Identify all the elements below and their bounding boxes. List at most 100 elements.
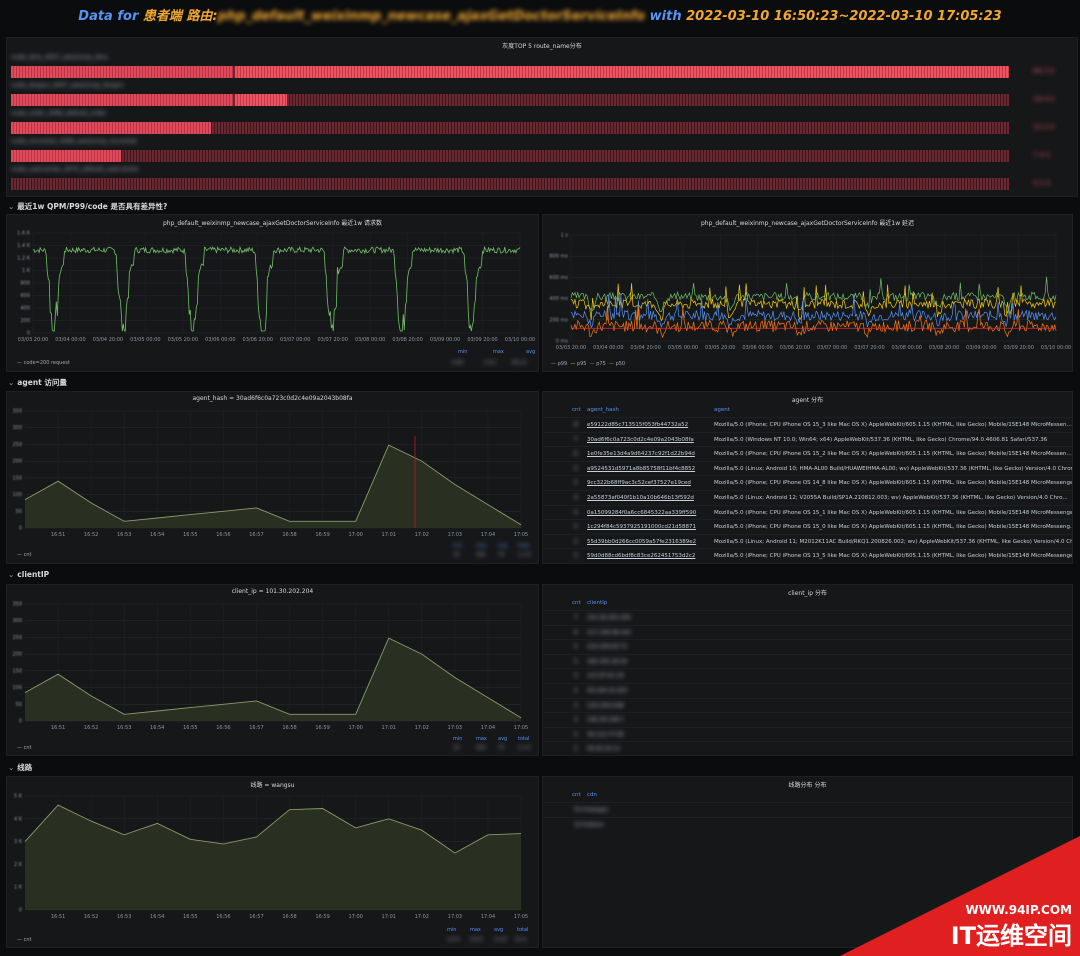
bar-fill: [11, 150, 121, 162]
table-row[interactable]: 3 106.39.148.7: [543, 712, 1072, 727]
stat-head[interactable]: max: [476, 543, 487, 549]
table-row[interactable]: 5 223.104.63.71: [543, 639, 1072, 654]
line-graph[interactable]: 5 K 4 K 3 K 2 K 1 K 0 16:51 16:52 16:53 16:54 16:5…: [7, 777, 540, 949]
cell-agent-hash[interactable]: 30ad6f6c0a723c0d2c4e09a2043b08fa: [587, 436, 694, 443]
stat-head[interactable]: min: [458, 349, 468, 355]
col-header-agent[interactable]: agent: [714, 407, 730, 413]
qpm-graph[interactable]: 1.6 K 1.4 K 1.2 K 1 K 800 600 400 200 003/03 20:…: [7, 215, 540, 373]
cell-agent-hash[interactable]: 9cc322b68ff9ac3c52cef37527e19ced: [587, 480, 691, 487]
col-header-clientip[interactable]: clientIp: [587, 600, 608, 606]
x-tick-label: 03/10 00:00: [505, 337, 535, 343]
series-line[interactable]: [24, 637, 522, 719]
row-header-qpm[interactable]: ⌄ 最近1w QPM/P99/code 是否具有差异性?: [8, 201, 167, 213]
table-row[interactable]: 6 1e0fe35e13d4a9d64237c92f1d22b94d Mozilla…: [543, 446, 1072, 461]
row-header-line[interactable]: ⌄ 线路: [8, 762, 32, 774]
table-row[interactable]: 5 a9524531d5971a8b85758f11bf4c8852 Mozilla…: [543, 460, 1072, 476]
x-tick-label: 03/04 20:00: [630, 345, 660, 351]
cell-agent-hash[interactable]: a9524531d5971a8b85758f11bf4c8852: [587, 465, 696, 472]
col-header-cdn[interactable]: cdn: [587, 792, 598, 798]
table-row[interactable]: 8 e59122d85c713515f053fb44732a52 Mozilla/5…: [543, 417, 1072, 432]
cell-agent-hash[interactable]: e59122d85c713515f053fb44732a52: [587, 422, 689, 428]
cell-agent-hash[interactable]: 0a15099284f0a6cc6845322aa339ff590: [587, 509, 697, 516]
stat-head[interactable]: max: [470, 927, 481, 933]
cell-agent-hash[interactable]: 55d39bb0d266cc0059a57fe2316389e2: [587, 538, 697, 545]
bar-track[interactable]: [11, 178, 1009, 190]
stat-head[interactable]: min: [453, 736, 463, 742]
series-line[interactable]: [24, 804, 522, 854]
panel-title: client_ip 分布: [788, 590, 827, 597]
stat-head[interactable]: max: [493, 349, 504, 355]
table-row[interactable]: 6 117.136.38.142: [543, 624, 1072, 640]
col-header-agent-hash[interactable]: agent_hash: [587, 407, 619, 413]
table-row[interactable]: 5 9cc322b68ff9ac3c52cef37527e19ced Mozilla…: [543, 475, 1072, 490]
table-row[interactable]: 4 39.144.10.203: [543, 683, 1072, 698]
stat-head[interactable]: avg: [494, 927, 504, 933]
table-row[interactable]: 5 183.192.18.26: [543, 653, 1072, 669]
stat-head[interactable]: max: [476, 736, 487, 742]
stat-head[interactable]: min: [447, 927, 457, 933]
table-row[interactable]: 3 55d39bb0d266cc0059a57fe2316389e2 Mozilla…: [543, 533, 1072, 549]
cell-agent-hash[interactable]: 2a55873af040f1b10a10b646b13f592d: [587, 495, 694, 501]
legend-item[interactable]: — p50: [608, 361, 626, 367]
row-header-agent[interactable]: ⌄ agent 访问量: [8, 377, 67, 389]
table-row[interactable]: 7 101.30.202.204: [543, 610, 1072, 625]
legend-item[interactable]: — p95: [570, 361, 587, 367]
stat-head[interactable]: total: [518, 736, 530, 742]
stat-head[interactable]: total: [517, 927, 529, 933]
bar-track[interactable]: [11, 66, 1009, 78]
cell-agent-hash[interactable]: 59d0d88cd6bdf8c83ce262451753d2c2: [587, 553, 696, 560]
series-line-p95[interactable]: [570, 283, 1057, 322]
table-row[interactable]: 3 120.230.9.88: [543, 697, 1072, 713]
cell-agent-hash[interactable]: 1e0fe35e13d4a9d64237c92f1d22b94d: [587, 451, 695, 458]
table-row[interactable]: 3 59d0d88cd6bdf8c83ce262451753d2c2 Mozilla…: [543, 548, 1072, 563]
col-header-cnt[interactable]: cnt: [572, 600, 581, 606]
legend-item[interactable]: — p75: [589, 361, 606, 367]
stat-head[interactable]: total: [518, 543, 530, 549]
series-line[interactable]: [24, 444, 522, 526]
table-row[interactable]: 7 30ad6f6c0a723c0d2c4e09a2043b08fa Mozilla…: [543, 431, 1072, 447]
legend-item[interactable]: — p99: [551, 361, 568, 367]
table-row[interactable]: 4 2a55873af040f1b10a10b646b13f592d Mozilla…: [543, 490, 1072, 505]
x-tick-label: 03/06 00:00: [205, 337, 235, 343]
x-tick-label: 03/08 00:00: [355, 337, 385, 343]
cell-cnt: 3: [574, 553, 578, 560]
cell-clientip: 106.39.148.7: [587, 717, 624, 724]
series-line-p75[interactable]: [570, 294, 1057, 329]
series-line[interactable]: [32, 245, 521, 332]
table-row[interactable]: 2 59.42.10.11: [543, 741, 1072, 755]
cell-clientip: 223.104.63.71: [587, 644, 628, 651]
stat-head[interactable]: min: [453, 543, 463, 549]
table-row[interactable]: 3 1c294f84c5937925191000cd21d58871 Mozilla…: [543, 519, 1072, 534]
cell-agent: Mozilla/5.0 (iPhone; CPU iPhone OS 14_8 …: [714, 480, 1072, 487]
legend-item[interactable]: — code=200 request: [17, 360, 70, 366]
legend-item[interactable]: — cnt: [17, 552, 32, 558]
ip-graph[interactable]: 350 300 250 200 150 100 50 0 16:51 16:52 16:53 16:5…: [7, 585, 540, 757]
stat-head[interactable]: avg: [498, 736, 508, 742]
y-tick-label: 1 K: [14, 885, 23, 891]
bar-track[interactable]: [11, 150, 1009, 162]
bar-track[interactable]: [11, 94, 1009, 106]
table-row[interactable]: 3 36.112.77.56: [543, 726, 1072, 742]
cell-agent-hash[interactable]: 1c294f84c5937925191000cd21d58871: [587, 524, 696, 531]
stat-head[interactable]: avg: [498, 543, 508, 549]
legend-item[interactable]: — cnt: [17, 937, 32, 943]
legend-item[interactable]: — cnt: [17, 745, 32, 751]
series-line-p50[interactable]: [570, 306, 1057, 339]
col-header-cnt[interactable]: cnt: [572, 407, 581, 413]
table-row[interactable]: 4 0a15099284f0a6cc6845322aa339ff590 Mozill…: [543, 504, 1072, 520]
agent-graph[interactable]: 350 300 250 200 150 100 50 0 16:51 16:52 16:53 16:5…: [7, 392, 540, 565]
x-tick-label: 03/03 20:00: [18, 337, 48, 343]
y-tick-label: 250: [12, 442, 22, 448]
y-tick-label: 50: [16, 509, 22, 515]
series-line-p99[interactable]: [570, 276, 1057, 314]
bar-track[interactable]: [11, 122, 1009, 134]
x-tick-label: 17:03: [448, 532, 462, 538]
x-tick-label: 16:53: [117, 532, 131, 538]
table-row[interactable]: 4 112.97.61.19: [543, 668, 1072, 683]
col-header-cnt[interactable]: cnt: [572, 792, 581, 798]
row-header-clientip[interactable]: ⌄ clientIP: [8, 570, 49, 582]
stat-head[interactable]: avg: [526, 349, 536, 355]
